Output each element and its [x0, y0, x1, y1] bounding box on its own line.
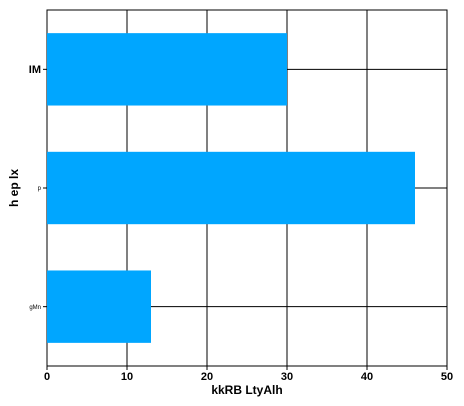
x-axis-label: kkRB LtyAlh: [211, 383, 282, 397]
y-category-label: IM: [29, 64, 41, 76]
y-category-label: gMn: [29, 305, 41, 311]
x-tick-label: 30: [281, 371, 293, 383]
y-axis-label: h ep lx: [7, 169, 21, 207]
bar-2: [47, 151, 415, 225]
y-axis-categories: IM p gMn: [29, 64, 47, 311]
bar-1: [47, 33, 287, 106]
x-tick-label: 0: [44, 371, 50, 383]
x-tick-label: 20: [201, 371, 213, 383]
x-tick-label: 40: [361, 371, 373, 383]
y-category-label: p: [38, 186, 42, 192]
x-tick-label: 50: [441, 371, 453, 383]
bars: [47, 33, 415, 343]
x-tick-label: 10: [121, 371, 133, 383]
bar-3: [47, 270, 151, 343]
x-axis-ticks: 0 10 20 30 40 50: [44, 366, 453, 383]
